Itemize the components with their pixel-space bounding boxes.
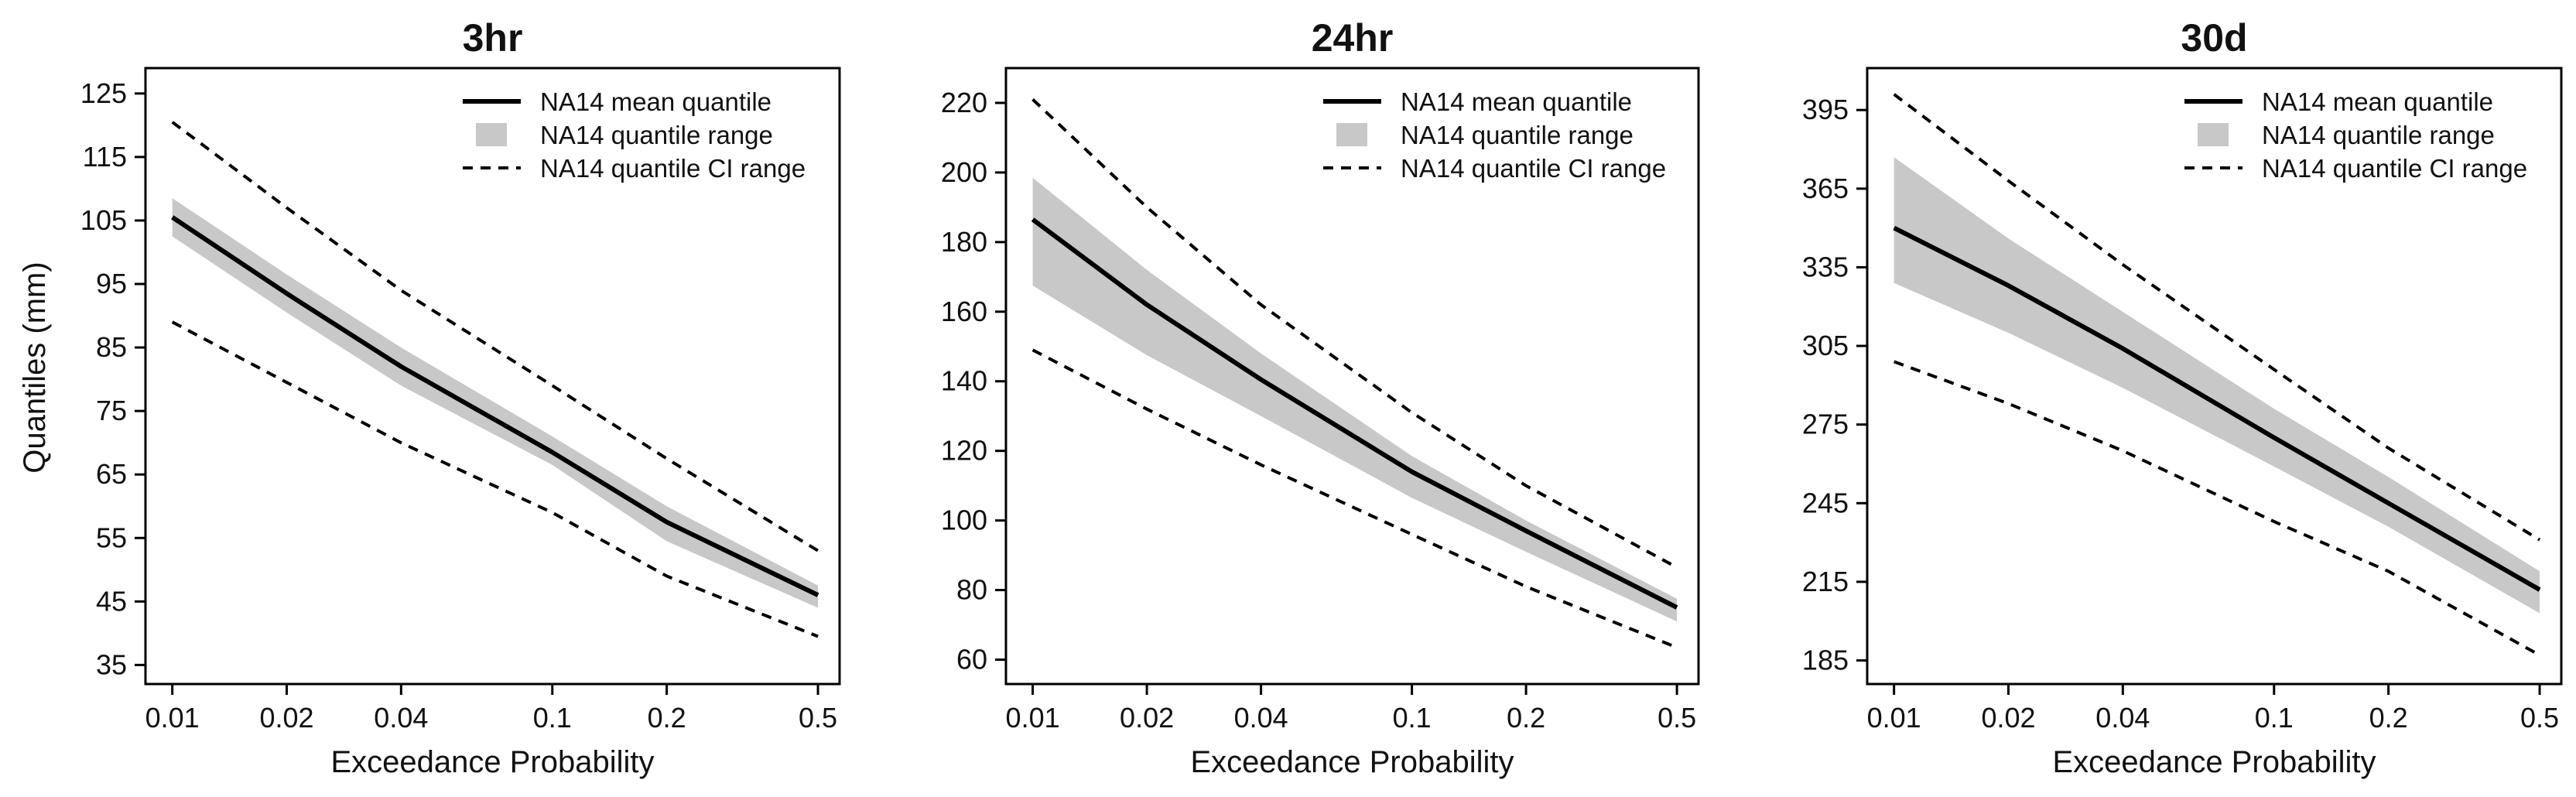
chart-title: 24hr xyxy=(1312,16,1394,60)
legend-band-swatch xyxy=(476,123,507,146)
plot-frame xyxy=(1866,67,2563,686)
x-tick-label: 0.1 xyxy=(533,702,572,734)
y-tick-label: 365 xyxy=(1802,173,1849,204)
x-tick-label: 0.2 xyxy=(2369,702,2408,734)
x-tick-label: 0.04 xyxy=(2095,702,2150,734)
x-tick-label: 0.02 xyxy=(259,702,313,734)
x-tick-label: 0.01 xyxy=(1006,702,1060,734)
x-axis-label: Exceedance Probability xyxy=(2052,745,2376,779)
mean-quantile-line xyxy=(1893,225,2541,592)
y-tick-label: 220 xyxy=(941,87,987,118)
legend-entry: NA14 mean quantile xyxy=(2262,87,2493,116)
x-axis-label: Exceedance Probability xyxy=(330,745,654,779)
y-tick-label: 160 xyxy=(941,296,987,327)
chart-panel-3: 185 215 245 275 305 335 365 395 0.01 0.02 0.04 0.1 0… xyxy=(1802,16,2563,779)
legend-band-swatch xyxy=(2198,123,2229,146)
quantile-range-band xyxy=(1894,157,2540,614)
y-tick-label: 180 xyxy=(941,226,987,258)
legend-entry: NA14 mean quantile xyxy=(540,87,771,116)
x-tick-label: 0.02 xyxy=(1981,702,2035,734)
y-tick-label: 185 xyxy=(1802,645,1849,676)
mean-quantile-line xyxy=(1031,217,1678,610)
chart-title: 30d xyxy=(2181,16,2247,60)
legend-band-swatch xyxy=(1336,123,1367,146)
x-tick-label: 0.2 xyxy=(648,702,686,734)
legend-entry: NA14 quantile CI range xyxy=(540,154,806,183)
y-tick-label: 105 xyxy=(80,204,127,236)
legend-entry: NA14 quantile CI range xyxy=(2262,154,2527,183)
ci-lower-line xyxy=(1031,348,1678,649)
y-tick-label: 120 xyxy=(941,435,987,467)
y-tick-label: 100 xyxy=(941,505,987,536)
legend-entry: NA14 quantile range xyxy=(540,121,773,149)
legend-entry: NA14 quantile range xyxy=(1401,121,1634,149)
ci-upper-line xyxy=(1893,93,2541,542)
x-tick-label: 0.5 xyxy=(1657,702,1696,734)
mean-quantile-line xyxy=(171,215,819,597)
y-tick-label: 125 xyxy=(80,77,127,109)
x-tick-label: 0.01 xyxy=(1867,702,1921,734)
ci-lower-line xyxy=(1894,360,2541,657)
y-tick-label: 35 xyxy=(96,648,127,680)
y-tick-label: 85 xyxy=(96,331,127,363)
y-tick-label: 80 xyxy=(956,574,987,606)
y-tick-label: 395 xyxy=(1802,94,1849,125)
chart-panel-2: 60 80 100 120 140 160 180 200 220 0.01 0.02 0.04 0.1… xyxy=(941,16,1700,779)
ci-upper-line xyxy=(171,121,819,552)
legend-entry: NA14 mean quantile xyxy=(1401,87,1632,116)
x-tick-label: 0.5 xyxy=(799,702,837,734)
y-tick-label: 140 xyxy=(941,365,987,397)
x-tick-label: 0.5 xyxy=(2520,702,2559,734)
y-axis-label: Quantiles (mm) xyxy=(18,262,52,473)
x-tick-label: 0.04 xyxy=(1234,702,1288,734)
y-tick-label: 115 xyxy=(83,141,127,173)
legend-entry: NA14 quantile CI range xyxy=(1401,154,1666,183)
x-tick-label: 0.01 xyxy=(145,702,200,734)
x-tick-label: 0.2 xyxy=(1507,702,1545,734)
ci-lower-line xyxy=(171,320,819,638)
x-tick-label: 0.1 xyxy=(2255,702,2294,734)
y-tick-label: 45 xyxy=(96,585,127,617)
y-tick-label: 245 xyxy=(1802,487,1849,518)
ci-upper-line xyxy=(1031,98,1678,570)
chart-panel-1: 35 45 55 65 75 85 95 105 115 125 0.01 0.02 0.04 0.1 0.… xyxy=(80,16,841,779)
y-tick-label: 60 xyxy=(956,644,987,676)
x-axis-label: Exceedance Probability xyxy=(1190,745,1514,779)
y-tick-label: 335 xyxy=(1802,251,1849,282)
x-tick-label: 0.1 xyxy=(1393,702,1432,734)
x-tick-label: 0.02 xyxy=(1120,702,1174,734)
y-tick-label: 200 xyxy=(941,156,987,188)
y-tick-label: 55 xyxy=(96,522,127,553)
quantile-range-band xyxy=(172,198,819,608)
x-tick-label: 0.04 xyxy=(374,702,428,734)
legend-entry: NA14 quantile range xyxy=(2262,121,2495,149)
y-tick-label: 95 xyxy=(96,268,127,299)
y-tick-label: 75 xyxy=(96,395,127,426)
y-tick-label: 65 xyxy=(96,458,127,490)
chart-title: 3hr xyxy=(463,16,523,60)
y-tick-label: 215 xyxy=(1802,566,1849,597)
plot-frame xyxy=(1004,67,1700,686)
y-tick-label: 305 xyxy=(1802,330,1849,361)
y-tick-label: 275 xyxy=(1802,409,1849,440)
plot-frame xyxy=(144,67,841,686)
